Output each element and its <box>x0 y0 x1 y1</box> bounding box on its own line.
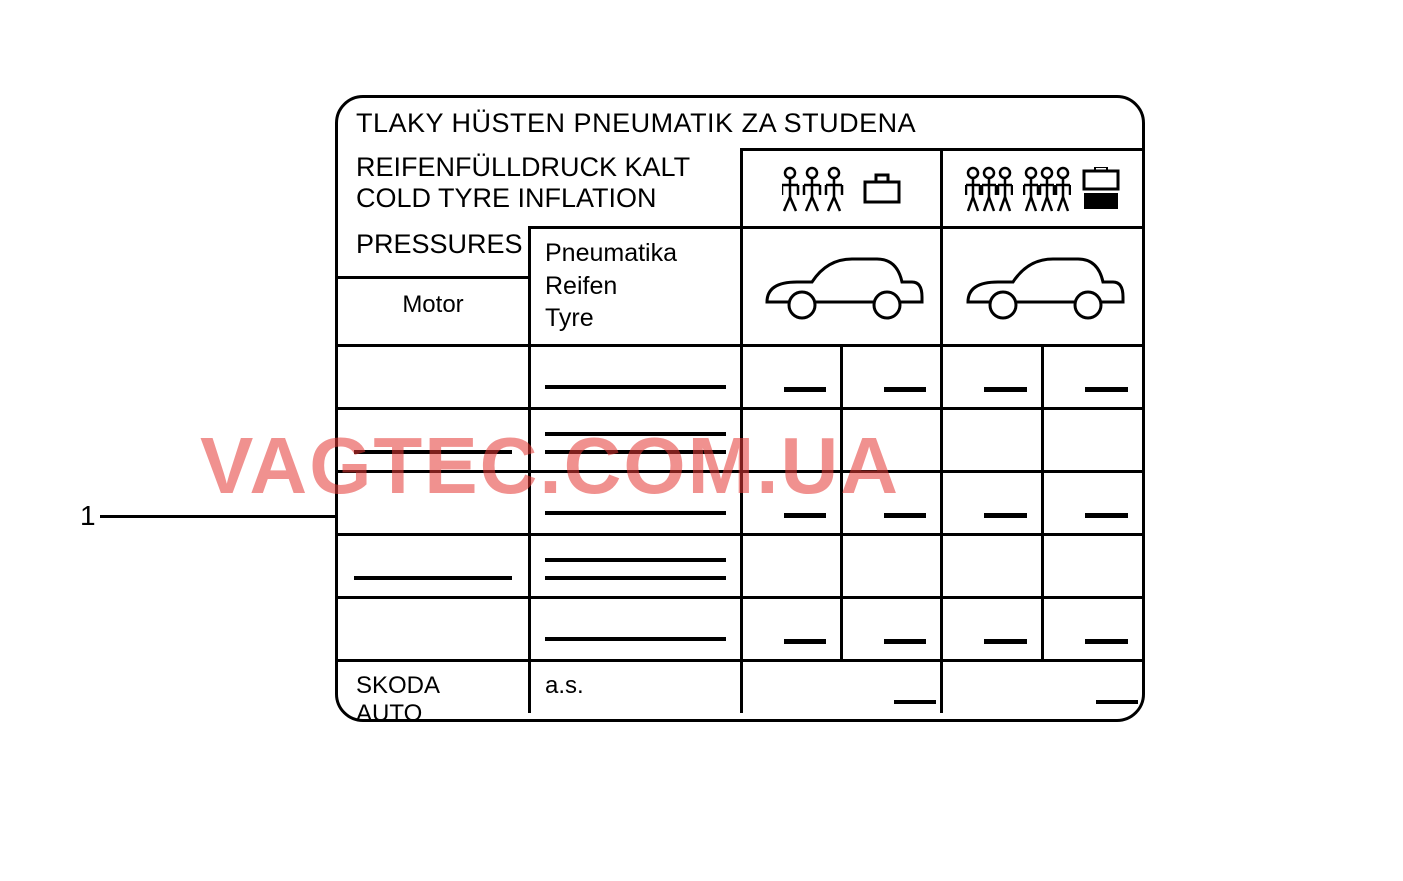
blank-line <box>545 450 726 454</box>
blank-line <box>1085 387 1128 392</box>
people-group-icon <box>965 165 1013 213</box>
pressure-cell <box>840 410 940 470</box>
motor-cell <box>338 536 528 596</box>
data-row <box>338 533 1142 596</box>
motor-cell <box>338 599 528 659</box>
title-en2: PRESSURES <box>356 229 523 260</box>
data-rows-container <box>338 344 1142 659</box>
pressure-cell <box>940 599 1041 659</box>
pressure-cell <box>840 473 940 533</box>
pressure-cell <box>1041 410 1142 470</box>
blank-line <box>354 576 512 580</box>
motor-cell <box>338 473 528 533</box>
title-en1: COLD TYRE INFLATION <box>356 183 722 214</box>
blank-line <box>354 450 512 454</box>
tyre-cell <box>528 410 740 470</box>
tyre-cz: Pneumatika <box>545 237 726 270</box>
blank-line <box>884 387 926 392</box>
blank-line <box>1096 700 1138 704</box>
footer-company: a.s. <box>528 662 740 713</box>
header-row-3: PRESSURES Motor Pneumatika Reifen Tyre <box>338 226 1142 344</box>
pressure-cell <box>1041 347 1142 407</box>
title-row-2: REIFENFÜLLDRUCK KALT COLD TYRE INFLATION <box>338 148 1142 226</box>
pressure-cell <box>940 473 1041 533</box>
pressure-cell <box>740 410 840 470</box>
footer-blank-2 <box>940 662 1142 713</box>
blank-line <box>545 432 726 436</box>
pressure-cell <box>840 536 940 596</box>
blank-line <box>984 639 1027 644</box>
callout-number: 1 <box>80 500 96 532</box>
tyre-cell <box>528 536 740 596</box>
car-pictogram-2 <box>940 226 1142 344</box>
motor-cell <box>338 347 528 407</box>
load-icons-full <box>940 148 1142 226</box>
pressure-cell <box>940 347 1041 407</box>
blank-line <box>1085 639 1128 644</box>
motor-cell <box>338 410 528 470</box>
pressure-cell <box>740 536 840 596</box>
tyre-cell <box>528 347 740 407</box>
pressure-cell <box>940 536 1041 596</box>
pressure-cell <box>1041 473 1142 533</box>
footer-blank-1 <box>740 662 940 713</box>
blank-line <box>545 511 726 515</box>
footer-row: SKODA AUTO a.s. <box>338 659 1142 713</box>
tyre-en: Tyre <box>545 302 726 335</box>
luggage-empty-icon <box>862 172 902 206</box>
tyre-header: Pneumatika Reifen Tyre <box>528 226 740 344</box>
blank-line <box>784 387 826 392</box>
people-group-icon <box>1023 165 1071 213</box>
tyre-cell <box>528 599 740 659</box>
pressure-cell <box>1041 536 1142 596</box>
data-row <box>338 407 1142 470</box>
pressure-cell <box>840 599 940 659</box>
car-pictogram-1 <box>740 226 940 344</box>
blank-line <box>545 558 726 562</box>
blank-line <box>545 637 726 641</box>
title-left-block: REIFENFÜLLDRUCK KALT COLD TYRE INFLATION <box>338 148 740 226</box>
pressure-cell <box>740 599 840 659</box>
luggage-full-icon <box>1081 167 1121 211</box>
pressure-cell <box>940 410 1041 470</box>
title-row-1: TLAKY HÜSTEN PNEUMATIK ZA STUDENA <box>338 98 1142 148</box>
title-de: REIFENFÜLLDRUCK KALT <box>356 152 722 183</box>
title-cz: TLAKY HÜSTEN PNEUMATIK ZA STUDENA <box>338 98 934 148</box>
data-row <box>338 344 1142 407</box>
blank-line <box>984 387 1027 392</box>
blank-line <box>1085 513 1128 518</box>
blank-line <box>784 639 826 644</box>
motor-label: Motor <box>338 279 528 319</box>
car-icon <box>958 247 1128 327</box>
blank-line <box>884 639 926 644</box>
pressure-cell <box>740 473 840 533</box>
car-icon <box>757 247 927 327</box>
blank-line <box>984 513 1027 518</box>
blank-line <box>784 513 826 518</box>
pressure-cell <box>840 347 940 407</box>
data-row <box>338 470 1142 533</box>
callout-pointer: 1 <box>80 500 350 532</box>
tyre-pressure-label: TLAKY HÜSTEN PNEUMATIK ZA STUDENA REIFEN… <box>335 95 1145 722</box>
people-group-icon <box>782 165 852 213</box>
motor-header: PRESSURES Motor <box>338 276 528 344</box>
blank-line <box>545 385 726 389</box>
tyre-cell <box>528 473 740 533</box>
load-icons-partial <box>740 148 940 226</box>
pressure-cell <box>740 347 840 407</box>
blank-line <box>894 700 936 704</box>
data-row <box>338 596 1142 659</box>
blank-line <box>545 576 726 580</box>
blank-line <box>884 513 926 518</box>
callout-line <box>100 515 350 518</box>
footer-brand: SKODA AUTO <box>338 662 528 713</box>
tyre-de: Reifen <box>545 270 726 303</box>
pressure-cell <box>1041 599 1142 659</box>
